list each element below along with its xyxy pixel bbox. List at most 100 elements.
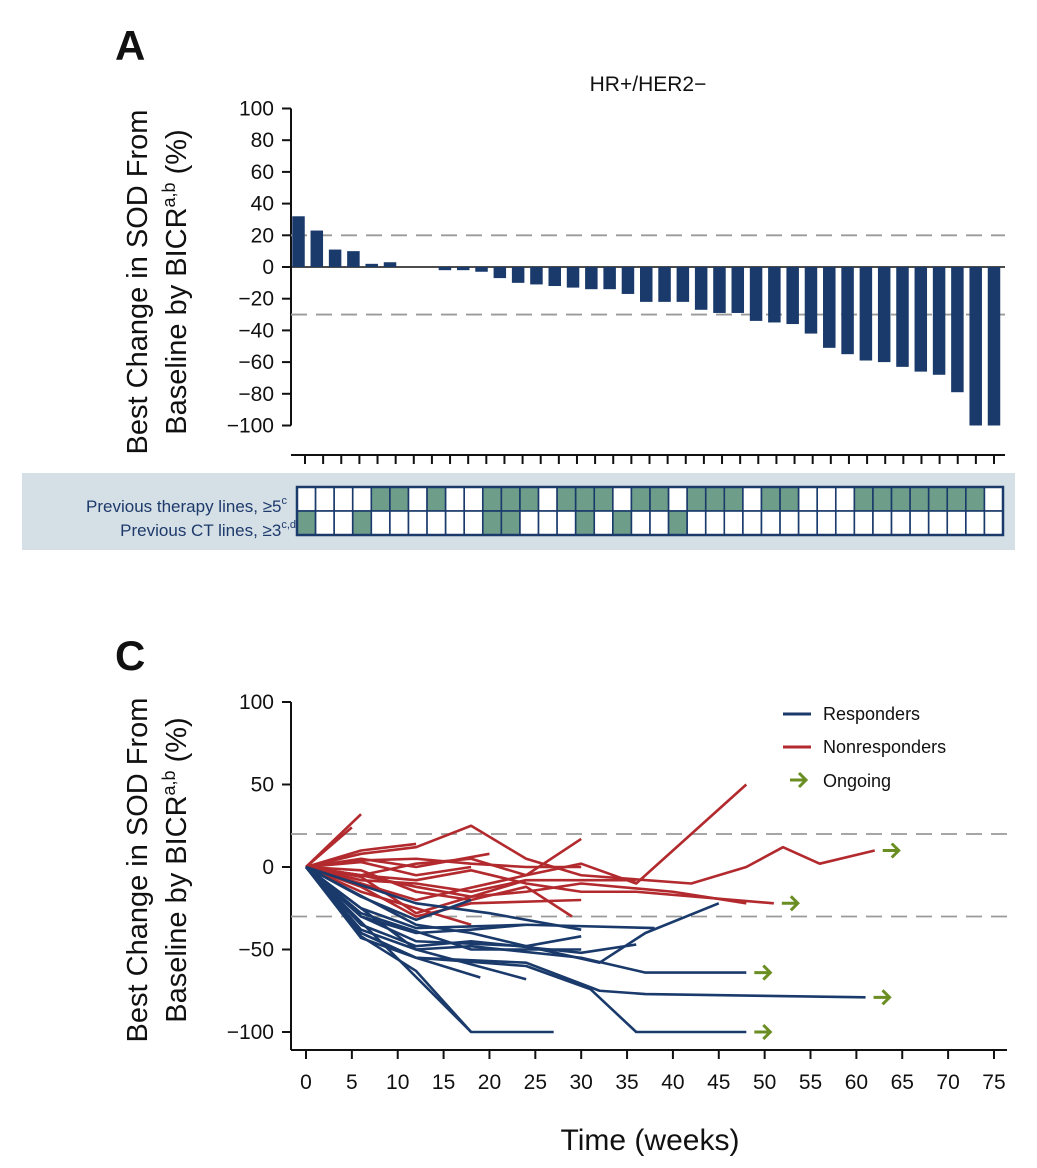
- responder-line: [305, 865, 655, 930]
- strip-cells: [295, 485, 1005, 537]
- strip-cell-therapy-lines: [834, 486, 856, 512]
- panel-a-bar: [694, 267, 708, 310]
- ongoing-arrow-head: [789, 895, 800, 912]
- panel-a-bar: [456, 267, 470, 271]
- strip-cell-ct-lines: [444, 510, 466, 536]
- panel-a-bar: [932, 267, 946, 375]
- strip-cell-ct-lines: [946, 510, 967, 536]
- strip-border: [295, 485, 1005, 537]
- responder-line: [305, 866, 747, 974]
- panel-a-bar: [530, 267, 543, 285]
- strip-cell-ct-lines: [537, 510, 558, 536]
- panel-c-x-tick-label: 60: [845, 1071, 868, 1094]
- panel-a-bar: [786, 267, 799, 325]
- strip-cell-therapy-lines: [537, 486, 558, 512]
- panel-a-ylabel-line1: Best Change in SOD From: [122, 110, 154, 455]
- strip-cell-ct-lines: [612, 510, 633, 536]
- panel-c-xlabel: Time (weeks): [561, 1124, 740, 1157]
- strip-cell-ct-lines: [816, 510, 837, 536]
- strip-cell-therapy-lines: [667, 486, 688, 512]
- strip-cell-ct-lines: [927, 510, 949, 536]
- panel-a-y-tick-label: 60: [251, 161, 274, 184]
- panel-c-x-tick-label: 75: [982, 1071, 1005, 1094]
- responder-line: [305, 865, 472, 922]
- strip-row1-label: Previous therapy lines, ≥5c: [86, 495, 287, 516]
- strip-cell-therapy-lines: [853, 486, 874, 512]
- panel-c-x-tick-label: 5: [346, 1071, 358, 1094]
- strip-cell-therapy-lines: [890, 486, 911, 512]
- strip-cell-therapy-lines: [296, 486, 317, 512]
- strip-cell-ct-lines: [593, 510, 614, 536]
- strip-cell-ct-lines: [872, 510, 893, 536]
- strip-cell-ct-lines: [370, 510, 391, 536]
- legend-ongoing-arrow-icon: [790, 771, 809, 789]
- prior-therapy-strip: Previous therapy lines, ≥5c Previous CT …: [22, 473, 1015, 550]
- panel-a-y-tick-label: −60: [238, 351, 274, 374]
- panel-a-bar: [676, 267, 690, 302]
- strip-cell-therapy-lines: [630, 486, 651, 512]
- ongoing-arrow-head: [881, 989, 892, 1006]
- panel-a: A HR+/HER2− Best Change in SOD From Base…: [115, 22, 1005, 464]
- panel-c-letter: C: [115, 632, 145, 679]
- ongoing-arrow-icon: [754, 964, 773, 981]
- legend-responders-label: Responders: [823, 704, 920, 724]
- strip-cell-ct-lines: [779, 510, 800, 536]
- panel-a-bar: [493, 267, 507, 279]
- strip-cell-ct-lines: [314, 510, 335, 536]
- panel-c-x-tick-label: 25: [524, 1071, 547, 1094]
- panel-c-x-tick-label: 65: [891, 1071, 914, 1094]
- strip-cell-ct-lines: [407, 510, 428, 536]
- strip-cell-ct-lines: [481, 510, 503, 536]
- strip-cell-ct-lines: [500, 510, 521, 536]
- strip-cell-therapy-lines: [574, 486, 596, 512]
- panel-a-bar: [969, 267, 982, 426]
- strip-cell-therapy-lines: [649, 486, 670, 512]
- responder-line: [305, 866, 554, 1034]
- strip-cell-therapy-lines: [407, 486, 428, 512]
- strip-cell-therapy-lines: [704, 486, 726, 512]
- strip-cell-ct-lines: [649, 510, 670, 536]
- strip-cell-therapy-lines: [779, 486, 800, 512]
- panel-a-y-tick-label: −80: [238, 383, 274, 406]
- strip-cell-therapy-lines: [983, 486, 1004, 512]
- panel-a-bar: [841, 267, 854, 355]
- strip-cell-ct-lines: [296, 510, 317, 536]
- ongoing-arrow-icon: [882, 842, 901, 859]
- panel-a-bar: [566, 267, 580, 288]
- nonresponder-line: [305, 865, 472, 926]
- responder-line: [305, 866, 527, 935]
- strip-cell-ct-lines: [742, 510, 763, 536]
- panel-c-y-tick-label: −100: [227, 1021, 274, 1044]
- strip-cell-therapy-lines: [481, 486, 503, 512]
- panel-a-bar: [914, 267, 928, 372]
- panel-c-ylabel-line1: Best Change in SOD From: [122, 698, 154, 1043]
- panel-a-axes: [282, 107, 1005, 464]
- responder-line: [305, 866, 481, 979]
- panel-c-x-tick-label: 10: [386, 1071, 409, 1094]
- panel-a-y-tick-label: 100: [239, 98, 274, 121]
- panel-a-y-tick-label: 40: [251, 193, 274, 216]
- legend-ongoing-label: Ongoing: [823, 771, 891, 791]
- ongoing-arrow-icon: [781, 895, 800, 912]
- strip-cell-therapy-lines: [686, 486, 707, 512]
- nonresponder-line: [305, 852, 490, 869]
- panel-a-bar: [896, 267, 909, 367]
- ongoing-arrow-head: [890, 842, 901, 859]
- panel-c-x-tick-label: 50: [753, 1071, 776, 1094]
- strip-cell-therapy-lines: [909, 486, 930, 512]
- strip-cell-therapy-lines: [797, 486, 819, 512]
- panel-c-x-tick-label: 30: [570, 1071, 593, 1094]
- strip-cell-ct-lines: [723, 510, 744, 536]
- strip-cell-therapy-lines: [314, 486, 335, 512]
- panel-c-x-tick-label: 40: [661, 1071, 684, 1094]
- panel-a-reference-lines: [291, 234, 1005, 316]
- panel-a-bar: [585, 267, 598, 290]
- panel-a-y-tick-label: −40: [238, 319, 274, 342]
- strip-cell-ct-lines: [333, 510, 354, 536]
- panel-a-bar: [768, 267, 781, 323]
- panel-a-bar: [310, 230, 324, 267]
- panel-a-bar: [365, 263, 378, 267]
- strip-cell-therapy-lines: [519, 486, 540, 512]
- strip-cell-ct-lines: [556, 510, 577, 536]
- panel-c: C Best Change in SOD From Baseline by BI…: [115, 632, 1007, 1157]
